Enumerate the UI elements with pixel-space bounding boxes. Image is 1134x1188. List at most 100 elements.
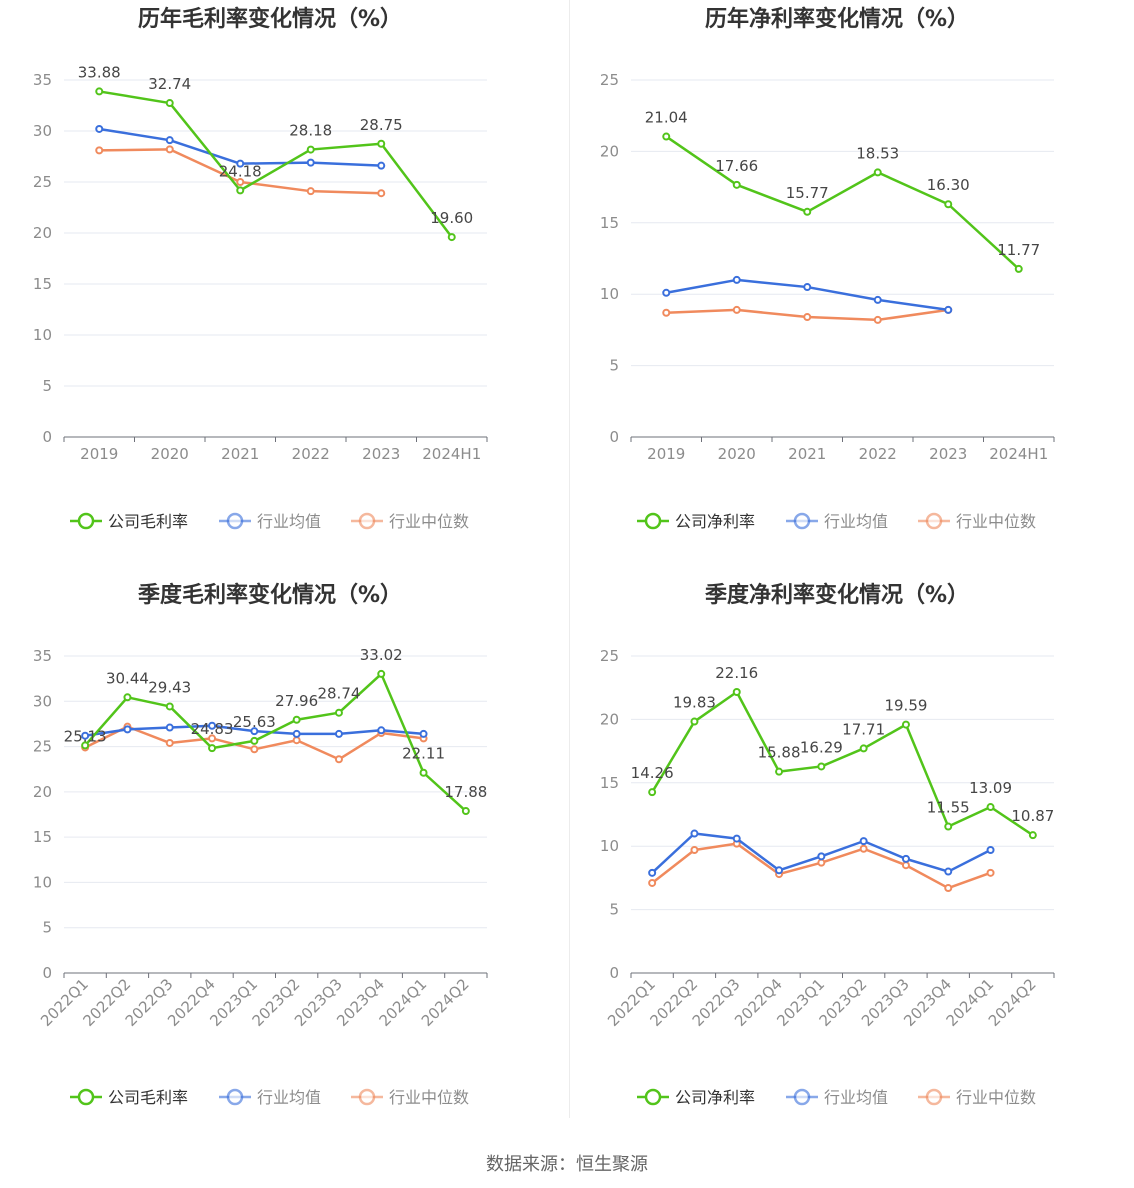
legend-label: 行业中位数 bbox=[389, 1088, 469, 1107]
x-tick-label: 2022 bbox=[859, 445, 897, 463]
legend-label: 公司净利率 bbox=[675, 512, 755, 531]
legend-label: 行业均值 bbox=[257, 1088, 321, 1107]
data-point bbox=[662, 308, 671, 317]
data-point bbox=[165, 702, 174, 711]
legend-label: 行业均值 bbox=[824, 1088, 888, 1107]
legend-marker bbox=[644, 512, 662, 530]
data-point bbox=[775, 866, 784, 875]
y-tick-label: 5 bbox=[42, 919, 52, 937]
data-point bbox=[732, 305, 741, 314]
data-label: 33.88 bbox=[78, 63, 121, 81]
chart-title: 季度净利率变化情况（%） bbox=[705, 582, 969, 608]
legend-item-2[interactable]: 行业中位数 bbox=[918, 512, 1036, 531]
y-tick-label: 5 bbox=[609, 901, 619, 919]
legend-item-1[interactable]: 行业均值 bbox=[786, 1088, 888, 1107]
y-tick-label: 30 bbox=[33, 122, 52, 140]
chart-annual-gross-margin-svg: 历年毛利率变化情况（%） 0 5 10 15 20 25 30 35 2019 2020 2021 20… bbox=[33, 6, 488, 531]
legend-item-0[interactable]: 公司毛利率 bbox=[70, 1088, 188, 1107]
x-tick-label: 2021 bbox=[788, 445, 826, 463]
y-tick-label: 10 bbox=[33, 326, 52, 344]
data-point bbox=[1014, 264, 1023, 273]
data-label: 17.88 bbox=[444, 783, 487, 801]
data-point bbox=[419, 768, 428, 777]
y-tick-label: 35 bbox=[33, 647, 52, 665]
legend-label: 行业中位数 bbox=[956, 1088, 1036, 1107]
chart-title: 历年毛利率变化情况（%） bbox=[138, 6, 402, 32]
data-point bbox=[419, 729, 428, 738]
y-tick-label: 0 bbox=[609, 964, 619, 982]
chart-annual-net-margin: 历年净利率变化情况（%） 0 5 10 15 20 25 2019 2020 2021 2022 20… bbox=[567, 0, 1134, 576]
data-label: 28.74 bbox=[317, 685, 360, 703]
y-tick-label: 15 bbox=[33, 275, 52, 293]
data-label: 19.60 bbox=[430, 209, 473, 227]
legend-item-1[interactable]: 行业均值 bbox=[219, 512, 321, 531]
data-point bbox=[901, 854, 910, 863]
legend-item-1[interactable]: 行业均值 bbox=[219, 1088, 321, 1107]
chart-quarterly-gross-margin: 季度毛利率变化情况（%） 0 5 10 15 20 25 30 35 2022Q1 2022Q2 20… bbox=[0, 576, 567, 1152]
data-point bbox=[236, 159, 245, 168]
legend-item-0[interactable]: 公司净利率 bbox=[637, 1088, 755, 1107]
legend-marker bbox=[358, 512, 376, 530]
chart-quarterly-gross-margin-svg: 季度毛利率变化情况（%）051015202530352022Q12022Q220… bbox=[33, 582, 488, 1107]
data-point bbox=[123, 693, 132, 702]
data-point bbox=[944, 884, 953, 893]
legend-item-1[interactable]: 行业均值 bbox=[786, 512, 888, 531]
data-point bbox=[873, 168, 882, 177]
y-tick-label: 10 bbox=[600, 837, 619, 855]
data-label: 25.63 bbox=[233, 713, 276, 731]
legend-label: 行业中位数 bbox=[389, 512, 469, 531]
legend-item-0[interactable]: 公司净利率 bbox=[637, 512, 755, 531]
legend-marker bbox=[925, 1088, 943, 1106]
legend-marker bbox=[644, 1088, 662, 1106]
y-tick-label: 15 bbox=[600, 214, 619, 232]
legend-marker bbox=[358, 1088, 376, 1106]
y-tick-label: 5 bbox=[42, 377, 52, 395]
data-label: 22.11 bbox=[402, 745, 445, 763]
data-point bbox=[986, 803, 995, 812]
y-tick-label: 15 bbox=[33, 828, 52, 846]
data-point bbox=[95, 124, 104, 133]
series-line-0 bbox=[665, 135, 1020, 270]
data-label: 17.66 bbox=[715, 157, 758, 175]
data-point bbox=[95, 146, 104, 155]
data-label: 13.09 bbox=[969, 779, 1012, 797]
data-point bbox=[859, 744, 868, 753]
data-label: 15.88 bbox=[758, 744, 801, 762]
x-tick-label: 2020 bbox=[151, 445, 189, 463]
data-point bbox=[334, 729, 343, 738]
data-point bbox=[236, 178, 245, 186]
data-point bbox=[165, 99, 174, 108]
data-point bbox=[292, 715, 301, 724]
legend-label: 行业中位数 bbox=[956, 512, 1036, 531]
data-point bbox=[732, 180, 741, 189]
y-tick-label: 0 bbox=[609, 428, 619, 446]
x-tick-label: 2024H1 bbox=[989, 445, 1048, 463]
data-label: 24.83 bbox=[191, 720, 234, 738]
legend-item-2[interactable]: 行业中位数 bbox=[351, 512, 469, 531]
data-point bbox=[817, 858, 826, 867]
y-tick-label: 5 bbox=[609, 357, 619, 375]
data-point bbox=[306, 158, 315, 167]
legend-label: 行业均值 bbox=[824, 512, 888, 531]
data-label: 11.77 bbox=[997, 241, 1040, 259]
data-point bbox=[817, 762, 826, 771]
data-label: 29.43 bbox=[148, 678, 191, 696]
legend-marker bbox=[226, 512, 244, 530]
data-label: 25.13 bbox=[64, 727, 107, 745]
x-tick-label: 2020 bbox=[718, 445, 756, 463]
y-tick-label: 35 bbox=[33, 71, 52, 89]
data-point bbox=[377, 161, 386, 170]
data-label: 28.75 bbox=[360, 116, 403, 134]
legend-label: 公司净利率 bbox=[675, 1088, 755, 1107]
chart-quarterly-net-margin: 季度净利率变化情况（%） 0 5 10 15 20 25 2022Q1 2022Q2 2022Q3… bbox=[567, 576, 1134, 1152]
y-tick-label: 25 bbox=[600, 71, 619, 89]
legend-item-0[interactable]: 公司毛利率 bbox=[70, 512, 188, 531]
data-label: 16.30 bbox=[927, 176, 970, 194]
data-point bbox=[81, 731, 90, 740]
legend-item-2[interactable]: 行业中位数 bbox=[918, 1088, 1036, 1107]
data-label: 19.59 bbox=[884, 697, 927, 715]
data-point bbox=[732, 688, 741, 697]
data-point bbox=[648, 868, 657, 877]
x-tick-label: 2024Q2 bbox=[418, 975, 473, 1030]
legend-item-2[interactable]: 行业中位数 bbox=[351, 1088, 469, 1107]
